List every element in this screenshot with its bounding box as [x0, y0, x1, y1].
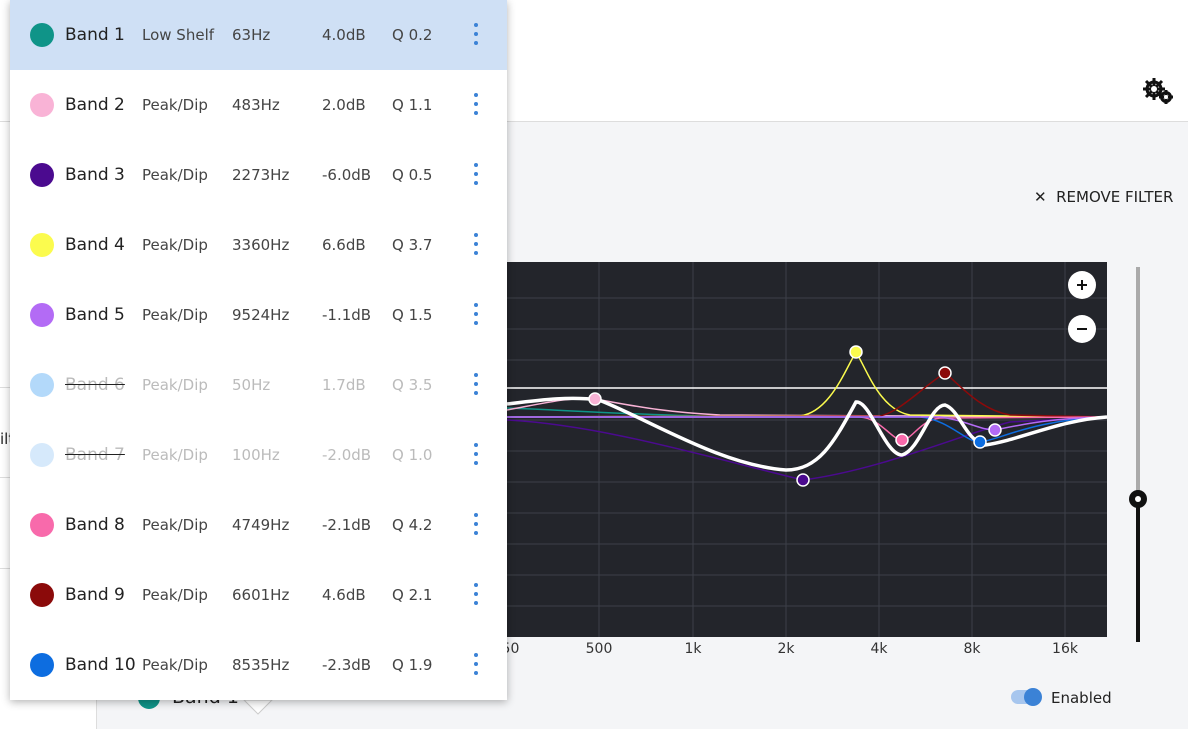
band-color [30, 443, 54, 467]
band-row[interactable]: Band 1 Low Shelf 63Hz 4.0dB Q 0.2 [10, 0, 507, 70]
band-freq: 6601Hz [232, 586, 290, 604]
band-q: Q 1.1 [392, 96, 433, 114]
band-q: Q 1.9 [392, 656, 433, 674]
band-freq: 100Hz [232, 446, 280, 464]
band-q: Q 0.5 [392, 166, 433, 184]
band-row[interactable]: Band 2 Peak/Dip 483Hz 2.0dB Q 1.1 [10, 70, 507, 140]
band-q: Q 2.1 [392, 586, 433, 604]
band-freq: 3360Hz [232, 236, 290, 254]
band-color [30, 373, 54, 397]
band-type: Peak/Dip [142, 376, 208, 394]
band-menu[interactable] [474, 583, 480, 609]
band-menu[interactable] [474, 93, 480, 119]
band-menu[interactable] [474, 163, 480, 189]
band-list: Band 1 Low Shelf 63Hz 4.0dB Q 0.2 Band 2 Peak/… [10, 0, 507, 700]
band-type: Peak/Dip [142, 166, 208, 184]
zoom-out-button[interactable] [1068, 315, 1096, 343]
band-menu[interactable] [474, 513, 480, 539]
band-q: Q 1.5 [392, 306, 433, 324]
band-type: Peak/Dip [142, 96, 208, 114]
band-row[interactable]: Band 8 Peak/Dip 4749Hz -2.1dB Q 4.2 [10, 490, 507, 560]
band-menu[interactable] [474, 373, 480, 399]
band-gain: -1.1dB [322, 306, 372, 324]
x-tick-label: 16k [1052, 641, 1078, 657]
band-gain: -6.0dB [322, 166, 372, 184]
band-freq: 8535Hz [232, 656, 290, 674]
x-tick-label: 2k [777, 641, 795, 657]
x-tick-label: 4k [870, 641, 888, 657]
band-type: Peak/Dip [142, 516, 208, 534]
band-type: Peak/Dip [142, 586, 208, 604]
band-handles[interactable] [588, 345, 1002, 487]
band-gain: 2.0dB [322, 96, 366, 114]
remove-filter-button[interactable]: ✕ REMOVE FILTER [1034, 188, 1174, 206]
zoom-in-button[interactable] [1068, 271, 1096, 299]
band-color [30, 93, 54, 117]
x-tick-label: 8k [963, 641, 981, 657]
band-type: Peak/Dip [142, 236, 208, 254]
band-gain: 6.6dB [322, 236, 366, 254]
band-menu[interactable] [474, 303, 480, 329]
band-freq: 483Hz [232, 96, 280, 114]
band-name: Band 5 [65, 305, 125, 325]
remove-filter-label: REMOVE FILTER [1056, 188, 1174, 206]
band-row[interactable]: Band 5 Peak/Dip 9524Hz -1.1dB Q 1.5 [10, 280, 507, 350]
band-gain: 4.0dB [322, 26, 366, 44]
band-name: Band 6 [65, 375, 125, 395]
settings-icon[interactable] [1142, 76, 1176, 106]
band-gain: -2.0dB [322, 446, 372, 464]
band-row[interactable]: Band 9 Peak/Dip 6601Hz 4.6dB Q 2.1 [10, 560, 507, 630]
band-menu[interactable] [474, 23, 480, 49]
band-row[interactable]: Band 3 Peak/Dip 2273Hz -6.0dB Q 0.5 [10, 140, 507, 210]
band-menu[interactable] [474, 443, 480, 469]
band-name: Band 2 [65, 95, 125, 115]
band-q: Q 0.2 [392, 26, 433, 44]
x-tick-label: 1k [684, 641, 702, 657]
band-color [30, 303, 54, 327]
band-color [30, 163, 54, 187]
band-type: Peak/Dip [142, 656, 208, 674]
band-name: Band 7 [65, 445, 125, 465]
x-tick-label: 500 [585, 641, 613, 657]
band-color [30, 583, 54, 607]
band-name: Band 9 [65, 585, 125, 605]
band-row[interactable]: Band 6 Peak/Dip 50Hz 1.7dB Q 3.5 [10, 350, 507, 420]
band-gain: -2.3dB [322, 656, 372, 674]
band-color [30, 23, 54, 47]
band-name: Band 10 [65, 655, 136, 675]
band-gain: -2.1dB [322, 516, 372, 534]
band-freq: 63Hz [232, 26, 271, 44]
band-menu[interactable] [474, 653, 480, 679]
band-q: Q 4.2 [392, 516, 433, 534]
band-color [30, 653, 54, 677]
band-type: Peak/Dip [142, 306, 208, 324]
band-color [30, 513, 54, 537]
gain-slider[interactable] [1129, 267, 1147, 642]
band-q: Q 3.7 [392, 236, 433, 254]
band-name: Band 3 [65, 165, 125, 185]
band-gain: 1.7dB [322, 376, 366, 394]
band-name: Band 4 [65, 235, 125, 255]
enabled-label: Enabled [1051, 689, 1112, 707]
band-gain: 4.6dB [322, 586, 366, 604]
band-menu[interactable] [474, 233, 480, 259]
band-type: Peak/Dip [142, 446, 208, 464]
band-q: Q 3.5 [392, 376, 433, 394]
band-row[interactable]: Band 4 Peak/Dip 3360Hz 6.6dB Q 3.7 [10, 210, 507, 280]
band-color [30, 233, 54, 257]
band-row[interactable]: Band 7 Peak/Dip 100Hz -2.0dB Q 1.0 [10, 420, 507, 490]
pointer [242, 699, 274, 715]
band-freq: 4749Hz [232, 516, 290, 534]
band-freq: 50Hz [232, 376, 271, 394]
band-row[interactable]: Band 10 Peak/Dip 8535Hz -2.3dB Q 1.9 [10, 630, 507, 700]
band-freq: 2273Hz [232, 166, 290, 184]
band-name: Band 8 [65, 515, 125, 535]
band-name: Band 1 [65, 25, 125, 45]
band-q: Q 1.0 [392, 446, 433, 464]
toggle[interactable] [1011, 688, 1042, 706]
band-type: Low Shelf [142, 26, 215, 44]
band-freq: 9524Hz [232, 306, 290, 324]
